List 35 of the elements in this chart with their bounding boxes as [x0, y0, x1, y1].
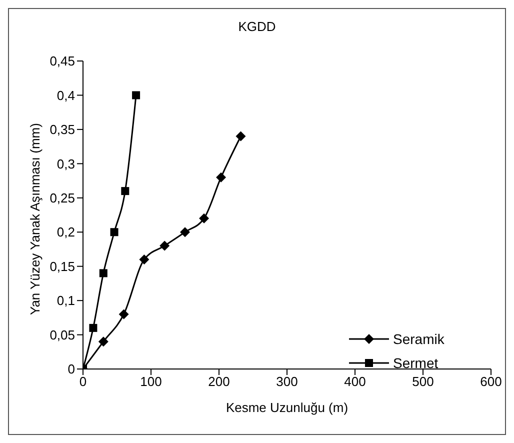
- y-tick-label: 0,3: [56, 156, 75, 172]
- x-axis-title: Kesme Uzunluğu (m): [226, 400, 348, 415]
- point: [98, 336, 108, 347]
- point: [180, 227, 190, 238]
- x-tick-label: 200: [208, 374, 230, 390]
- y-tick-label: 0,35: [50, 122, 75, 138]
- point: [160, 240, 170, 251]
- point: [236, 131, 246, 142]
- y-tick-label: 0,05: [50, 327, 75, 342]
- point: [139, 254, 150, 264]
- y-tick-label: 0,45: [50, 54, 75, 69]
- y-tick-label: 0,4: [56, 88, 75, 103]
- x-tick-label: 600: [480, 374, 502, 390]
- y-axis-title: Yan Yüzey Yanak Aşınması (mm): [28, 123, 43, 315]
- point: [89, 324, 98, 332]
- chart-title: KGDD: [237, 19, 277, 34]
- x-tick-label: 500: [412, 374, 434, 390]
- point: [216, 172, 226, 182]
- x-tick-label: 0: [79, 374, 87, 390]
- point: [118, 309, 129, 320]
- y-tick-label: 0,2: [56, 224, 75, 240]
- legend-label: Sermet: [393, 355, 438, 371]
- y-tick-label: 0: [68, 362, 75, 377]
- point: [121, 187, 130, 196]
- point: [132, 91, 140, 100]
- point: [199, 213, 210, 224]
- point: [110, 228, 118, 236]
- legend-label: Seramik: [393, 331, 444, 347]
- x-tick-label: 400: [344, 374, 366, 390]
- y-tick-label: 0,15: [50, 258, 75, 274]
- y-tick-label: 0,1: [56, 293, 75, 308]
- x-tick-label: 100: [140, 374, 162, 390]
- point: [99, 269, 108, 278]
- y-tick-label: 0,25: [50, 190, 75, 206]
- x-tick-label: 300: [276, 374, 298, 390]
